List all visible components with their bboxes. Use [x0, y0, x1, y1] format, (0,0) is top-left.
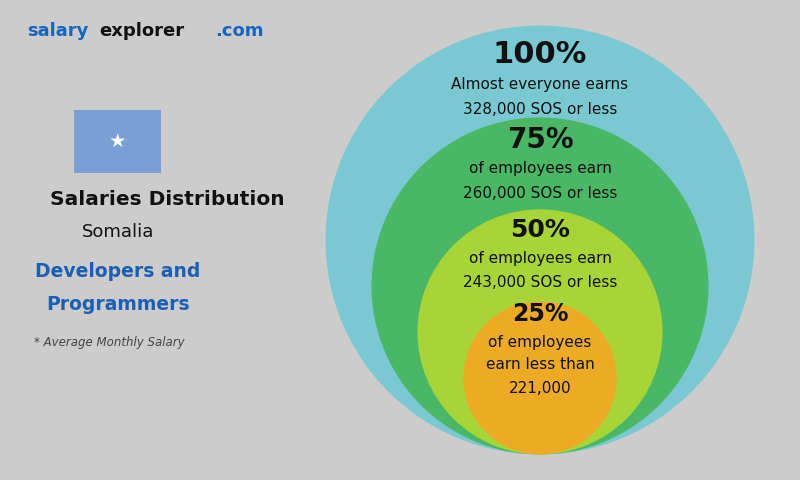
Text: 25%: 25% — [512, 301, 568, 325]
Text: Almost everyone earns: Almost everyone earns — [451, 77, 629, 92]
Text: Developers and: Developers and — [35, 262, 200, 281]
Text: 221,000: 221,000 — [509, 381, 571, 396]
Circle shape — [326, 25, 754, 455]
Text: 75%: 75% — [506, 126, 574, 154]
Text: 260,000 SOS or less: 260,000 SOS or less — [463, 186, 617, 201]
FancyBboxPatch shape — [74, 110, 162, 173]
Text: salary: salary — [27, 22, 88, 40]
Text: of employees earn: of employees earn — [469, 251, 611, 266]
Text: * Average Monthly Salary: * Average Monthly Salary — [34, 336, 184, 349]
Circle shape — [463, 301, 617, 455]
Circle shape — [371, 118, 709, 455]
Text: Salaries Distribution: Salaries Distribution — [50, 190, 285, 209]
Text: of employees earn: of employees earn — [469, 161, 611, 176]
Text: 100%: 100% — [493, 40, 587, 69]
Text: of employees: of employees — [488, 335, 592, 349]
Text: explorer: explorer — [99, 22, 184, 40]
Text: .com: .com — [215, 22, 263, 40]
Text: ★: ★ — [109, 132, 126, 151]
Text: Programmers: Programmers — [46, 295, 190, 314]
Circle shape — [418, 209, 662, 455]
Text: Somalia: Somalia — [82, 223, 154, 241]
Text: 328,000 SOS or less: 328,000 SOS or less — [463, 102, 617, 117]
Text: 243,000 SOS or less: 243,000 SOS or less — [463, 276, 617, 290]
Text: 50%: 50% — [510, 218, 570, 242]
Text: earn less than: earn less than — [486, 357, 594, 372]
